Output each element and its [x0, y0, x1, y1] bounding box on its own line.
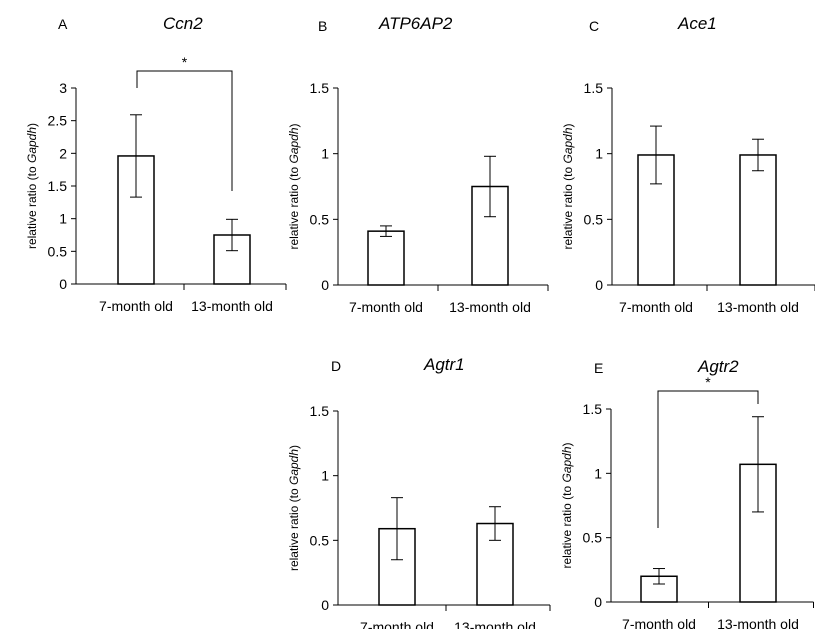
x-tick-label: 7-month old	[349, 299, 423, 315]
significance-label: *	[705, 374, 711, 390]
y-tick-label: 1	[321, 146, 329, 162]
y-tick-label: 0	[321, 277, 329, 293]
bar	[739, 154, 777, 286]
bar	[367, 230, 405, 286]
y-axis-label: relative ratio (to Gapdh)	[287, 445, 301, 571]
significance-bracket	[657, 390, 759, 528]
x-tick-label: 13-month old	[717, 299, 799, 315]
panel-c: C Ace1 0 0.5 1 1.5 relative ratio (to Gapdh)…	[0, 0, 815, 315]
x-tick-label: 13-month old	[191, 298, 273, 314]
y-tick-label: 0	[594, 594, 602, 610]
y-tick-label: 1.5	[584, 80, 604, 96]
significance-label: *	[182, 54, 188, 70]
panel-label: A	[58, 16, 68, 32]
y-axis-label: relative ratio (to Gapdh)	[560, 442, 574, 568]
panel-d: D Agtr1 0 0.5 1 1.5 relative ratio (to Gapdh…	[0, 0, 551, 629]
chart-svg: 0 0.5 1 1.5 relative ratio (to Gapdh) 7-month…	[287, 80, 549, 315]
chart-title: Ccn2	[163, 14, 203, 33]
x-tick-label: 13-month old	[717, 616, 799, 629]
y-tick-label: 1.5	[310, 80, 330, 96]
y-tick-label: 0	[321, 597, 329, 613]
chart-title: Agtr2	[698, 357, 739, 376]
y-tick-label: 2.5	[48, 113, 68, 129]
y-tick-label: 0	[59, 276, 67, 292]
y-tick-label: 0.5	[584, 211, 604, 227]
y-tick-label: 3	[59, 80, 67, 96]
y-tick-label: 2	[59, 145, 67, 161]
chart-svg: 0 0.5 1 1.5 2 2.5 3 relative ratio (to Gapdh) 7-…	[25, 54, 287, 314]
y-tick-label: 1	[594, 465, 602, 481]
panel-b: B 0 0.5 1 1.5 relative ratio (to Gapdh) 7-mon…	[0, 0, 549, 315]
x-tick-label: 13-month old	[454, 619, 536, 629]
y-tick-label: 1.5	[310, 403, 330, 419]
x-tick-label: 7-month old	[360, 619, 434, 629]
chart-title: ATP6AP2	[379, 14, 453, 33]
y-tick-label: 0.5	[583, 530, 603, 546]
panel-a: A Ccn2 0 0.5 1 1.5 2 2.5 3 relative ratio (to G…	[0, 0, 287, 314]
y-tick-label: 0.5	[310, 211, 330, 227]
y-tick-label: 1	[59, 211, 67, 227]
chart-title: Agtr1	[424, 355, 465, 374]
chart-svg: 0 0.5 1 1.5 relative ratio (to Gapdh) 7-month…	[287, 403, 551, 629]
panel-label: B	[318, 18, 328, 34]
y-tick-label: 1.5	[48, 178, 68, 194]
y-tick-label: 0.5	[310, 532, 330, 548]
y-tick-label: 0	[595, 277, 603, 293]
panel-label: E	[594, 360, 604, 376]
x-tick-label: 7-month old	[622, 616, 696, 629]
chart-svg: 0 0.5 1 1.5 relative ratio (to Gapdh) 7-month…	[561, 80, 815, 315]
chart-title: Ace1	[678, 14, 717, 33]
y-tick-label: 1	[595, 146, 603, 162]
x-tick-label: 13-month old	[449, 299, 531, 315]
y-axis-label: relative ratio (to Gapdh)	[25, 123, 39, 249]
panel-label: C	[589, 18, 600, 34]
panel-label: D	[331, 358, 342, 374]
x-tick-label: 7-month old	[619, 299, 693, 315]
y-axis-label: relative ratio (to Gapdh)	[561, 123, 575, 249]
y-tick-label: 0.5	[48, 243, 68, 259]
x-tick-label: 7-month old	[99, 298, 173, 314]
y-tick-label: 1	[321, 468, 329, 484]
y-axis-label: relative ratio (to Gapdh)	[287, 123, 301, 249]
y-tick-label: 1.5	[583, 401, 603, 417]
significance-bracket	[136, 70, 233, 191]
